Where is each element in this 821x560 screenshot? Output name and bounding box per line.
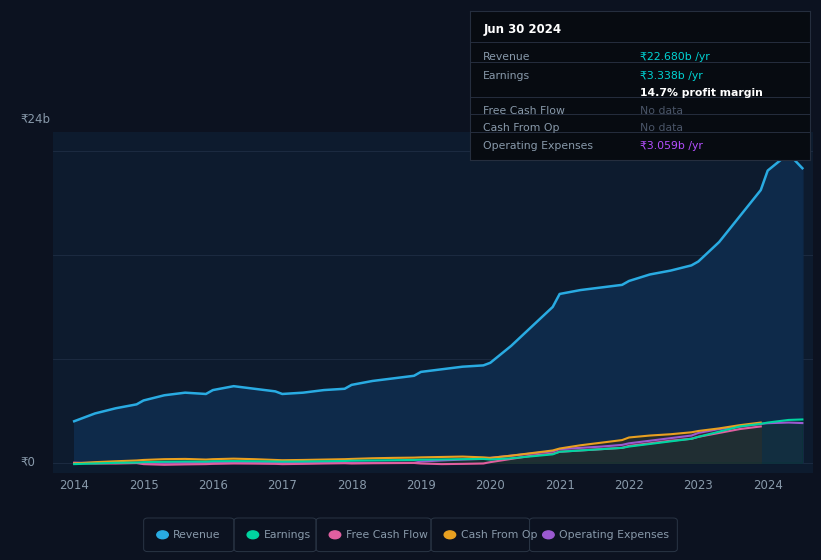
Text: Earnings: Earnings bbox=[264, 530, 310, 540]
Text: 14.7% profit margin: 14.7% profit margin bbox=[640, 88, 763, 98]
Text: Revenue: Revenue bbox=[173, 530, 221, 540]
Text: ₹22.680b /yr: ₹22.680b /yr bbox=[640, 52, 709, 62]
Text: Operating Expenses: Operating Expenses bbox=[484, 141, 594, 151]
Text: ₹0: ₹0 bbox=[21, 456, 35, 469]
Text: Jun 30 2024: Jun 30 2024 bbox=[484, 22, 562, 35]
Text: No data: No data bbox=[640, 106, 683, 115]
Text: Operating Expenses: Operating Expenses bbox=[559, 530, 669, 540]
Text: ₹3.059b /yr: ₹3.059b /yr bbox=[640, 141, 703, 151]
Text: Free Cash Flow: Free Cash Flow bbox=[484, 106, 565, 115]
Text: Revenue: Revenue bbox=[484, 52, 530, 62]
Text: Cash From Op: Cash From Op bbox=[484, 123, 560, 133]
Text: No data: No data bbox=[640, 123, 683, 133]
Text: Free Cash Flow: Free Cash Flow bbox=[346, 530, 428, 540]
Text: ₹3.338b /yr: ₹3.338b /yr bbox=[640, 72, 703, 82]
Text: ₹24b: ₹24b bbox=[21, 113, 51, 126]
Text: Cash From Op: Cash From Op bbox=[461, 530, 537, 540]
Text: Earnings: Earnings bbox=[484, 72, 530, 82]
